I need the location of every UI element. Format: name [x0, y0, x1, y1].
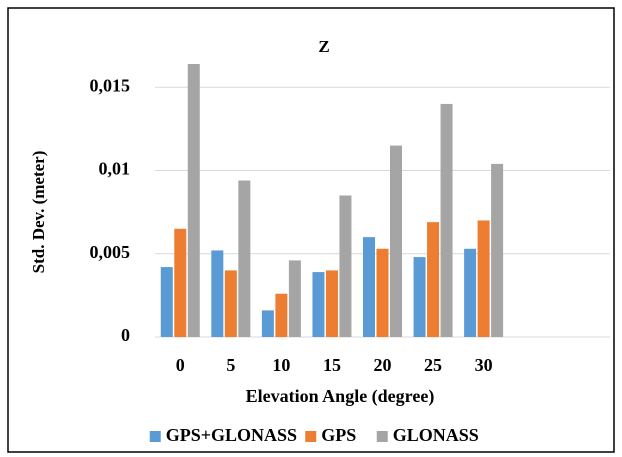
bar: [160, 267, 173, 337]
x-tick-label: 10: [272, 355, 290, 375]
bar: [376, 248, 389, 337]
chart-title: Z: [318, 37, 329, 56]
x-tick-label: 30: [475, 355, 493, 375]
bar: [312, 272, 325, 337]
y-tick-label: 0: [121, 325, 130, 345]
bar: [339, 195, 352, 337]
bar: [174, 228, 187, 337]
bar: [275, 293, 288, 337]
chart-frame: [7, 7, 615, 453]
x-axis-title: Elevation Angle (degree): [246, 386, 435, 407]
bar: [238, 180, 251, 337]
legend-label: GPS+GLONASS: [166, 425, 297, 445]
legend-swatch: [149, 431, 161, 442]
bar: [325, 270, 338, 337]
legend-swatch: [305, 431, 317, 442]
x-tick-label: 0: [176, 355, 185, 375]
legend-swatch: [376, 431, 388, 442]
bar: [464, 248, 477, 337]
bar: [363, 237, 375, 337]
bar: [413, 257, 426, 337]
x-tick-label: 15: [323, 355, 341, 375]
bar: [261, 310, 274, 337]
y-tick-label: 0,015: [90, 75, 131, 95]
y-tick-label: 0,01: [99, 159, 131, 179]
bar: [390, 145, 402, 337]
bar: [211, 250, 224, 337]
bar: [491, 163, 504, 337]
y-axis-title: Std. Dev. (meter): [29, 151, 48, 274]
legend-label: GPS: [321, 425, 356, 445]
x-tick-label: 5: [226, 355, 235, 375]
bar: [187, 63, 200, 338]
bar: [288, 260, 301, 337]
bar: [224, 270, 237, 337]
legend-label: GLONASS: [393, 425, 479, 445]
x-tick-label: 25: [424, 355, 442, 375]
bar: [440, 103, 453, 337]
bar: [427, 222, 440, 337]
y-tick-label: 0,005: [90, 242, 131, 262]
x-tick-label: 20: [374, 355, 392, 375]
bar: [477, 220, 490, 337]
